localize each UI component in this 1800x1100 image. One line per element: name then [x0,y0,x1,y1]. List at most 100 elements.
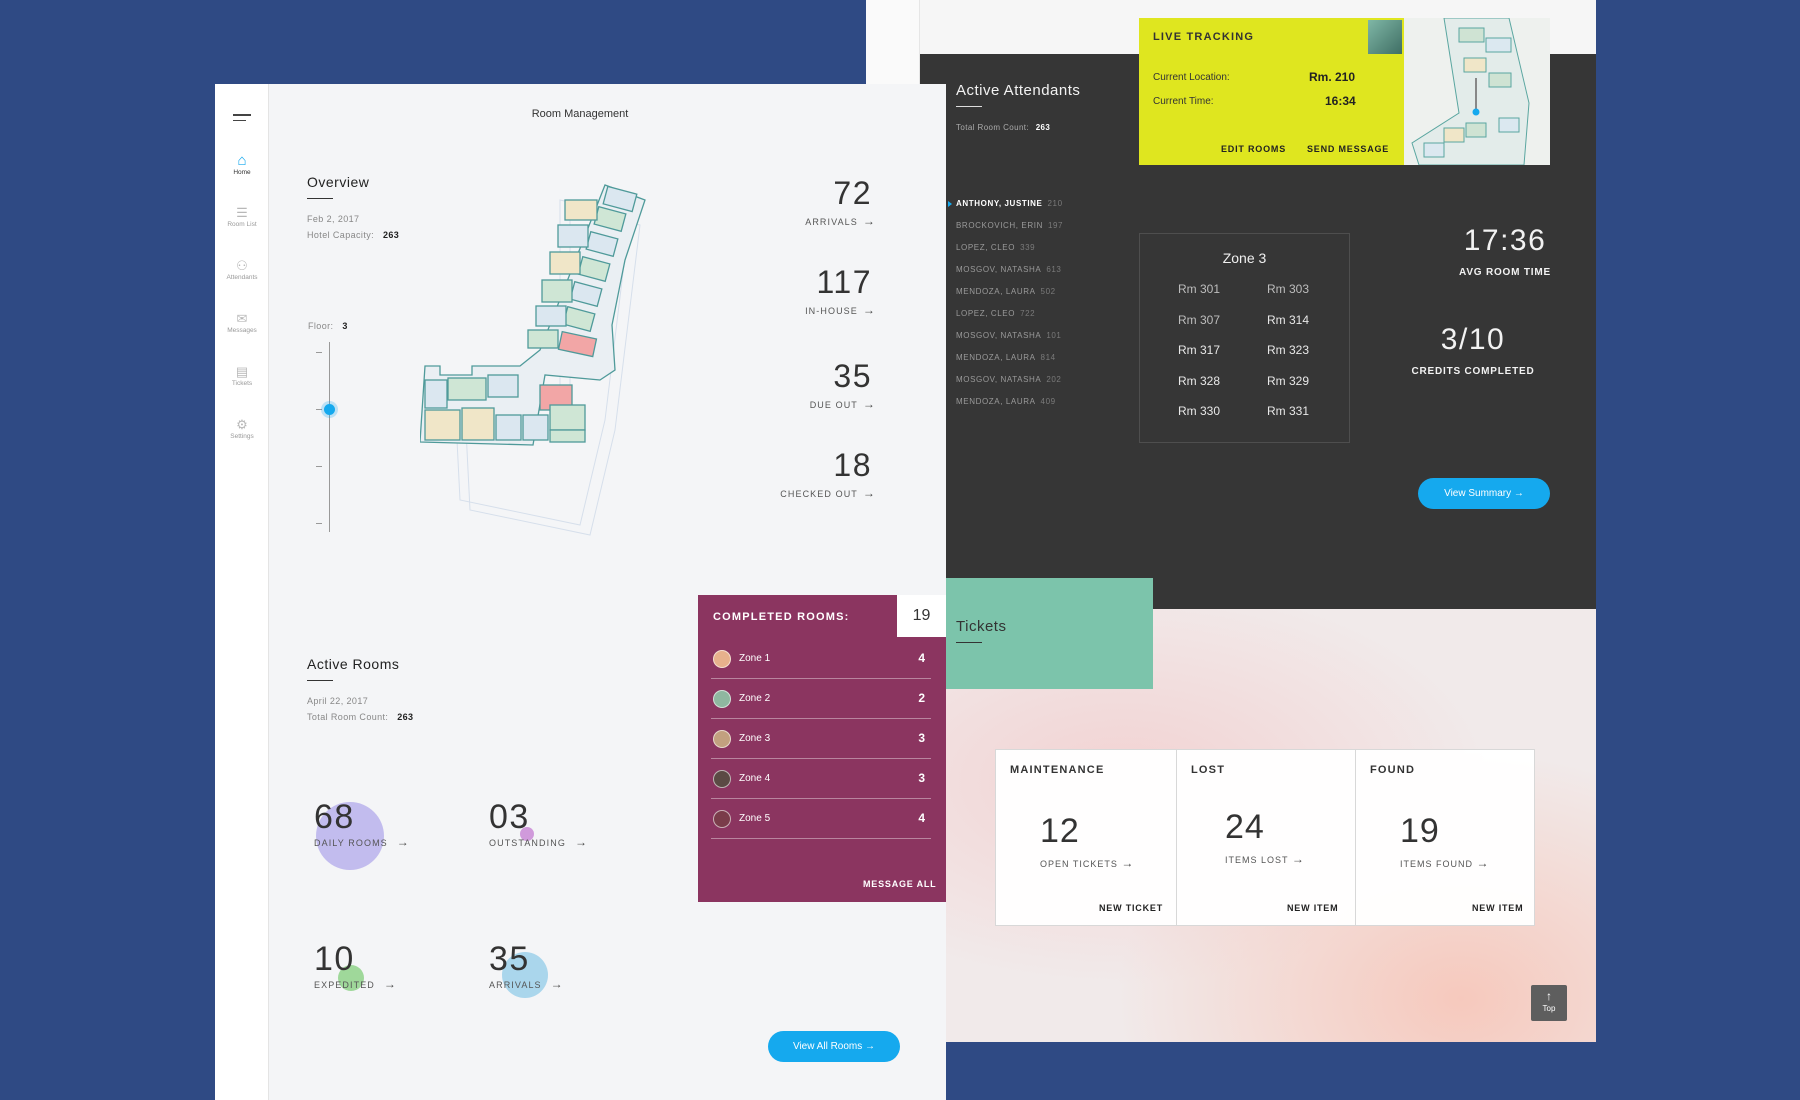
stat-value: 18 [833,447,872,483]
capacity-label: Hotel Capacity: [307,230,375,240]
stat-checked-out[interactable]: 18 CHECKED OUT → [740,447,876,500]
avatar [713,770,731,788]
attendant-row[interactable]: LOPEZ, CLEO 339 [948,243,1035,252]
metric-bubble [502,952,548,998]
metric-label: EXPEDITED → [314,977,397,991]
edit-rooms-button[interactable]: EDIT ROOMS [1221,144,1287,154]
stat-in-house[interactable]: 117 IN-HOUSE → [740,264,876,317]
completed-zone-row[interactable]: Zone 1 4 [711,639,931,679]
ticket-card-heading: LOST [1191,764,1226,776]
active-total-value: 263 [397,712,414,722]
hotel-capacity: Hotel Capacity: 263 [307,230,399,240]
zone-count: 4 [918,811,925,825]
metric-expedited[interactable]: 10 EXPEDITED → [314,940,397,991]
zone-name: Zone 2 [739,693,771,704]
sidebar-item-messages[interactable]: ✉ Messages [215,311,269,334]
completed-zone-row[interactable]: Zone 2 2 [711,679,931,719]
ticket-card-lost[interactable]: LOST 24 ITEMS LOST → NEW ITEM [1176,749,1356,926]
new-ticket-button[interactable]: NEW TICKET [1099,903,1163,913]
zone-room: Rm 301 [1178,282,1221,296]
avatar [713,690,731,708]
title-rule [956,106,982,107]
arrow-right-icon: → [862,486,876,500]
attendant-room: 210 [1047,199,1063,208]
page-title: Room Management [531,108,629,120]
message-all-button[interactable]: MESSAGE ALL [863,879,937,889]
metric-arrivals[interactable]: 35 ARRIVALS → [489,940,564,991]
attendant-row[interactable]: LOPEZ, CLEO 722 [948,309,1035,318]
sidebar-item-settings[interactable]: ⚙ Settings [215,417,269,440]
floor-plan-map[interactable] [420,180,720,540]
completed-zone-row[interactable]: Zone 5 4 [711,799,931,839]
gear-icon: ⚙ [236,417,248,432]
attendant-row[interactable]: MOSGOV, NATASHA 613 [948,265,1061,274]
metric-label-text: OUTSTANDING [489,838,566,848]
metric-label: DAILY ROOMS → [314,835,410,849]
slider-tick [316,523,322,524]
sidebar-item-label: Settings [230,433,254,440]
ticket-card-maintenance[interactable]: MAINTENANCE 12 OPEN TICKETS → NEW TICKET [995,749,1177,926]
arrow-right-icon: → [862,397,876,411]
metric-bubble [316,802,384,870]
zone-room: Rm 303 [1267,282,1310,296]
metric-daily-rooms[interactable]: 68 DAILY ROOMS → [314,798,410,849]
metric-value: 35 [489,940,530,978]
live-tracking-title: LIVE TRACKING [1153,31,1255,43]
send-message-button[interactable]: SEND MESSAGE [1307,144,1390,154]
stat-due-out[interactable]: 35 DUE OUT → [740,358,876,411]
metric-label: OUTSTANDING → [489,835,588,849]
ticket-card-found[interactable]: FOUND 19 ITEMS FOUND → NEW ITEM [1355,749,1535,926]
view-summary-button[interactable]: View Summary → [1418,478,1550,509]
new-item-button[interactable]: NEW ITEM [1472,903,1524,913]
stat-value: 117 [816,264,872,300]
back-to-top-button[interactable]: ↑ Top [1531,985,1567,1021]
total-label: Total Room Count: [956,123,1030,132]
metric-value: 68 [314,798,355,836]
sidebar-item-attendants[interactable]: ⚇ Attendants [215,258,269,281]
sidebar-item-label: Attendants [226,274,258,281]
live-tracking-map[interactable] [1404,18,1550,165]
ticket-card-caption[interactable]: ITEMS LOST → [1225,852,1305,866]
attendant-row[interactable]: MENDOZA, LAURA 409 [948,397,1056,406]
attendant-room: 814 [1040,353,1056,362]
attendant-row[interactable]: MOSGOV, NATASHA 101 [948,331,1061,340]
attendant-row[interactable]: MENDOZA, LAURA 814 [948,353,1056,362]
ticket-card-number: 24 [1225,808,1265,846]
metric-value: 10 [314,940,355,978]
sidebar-item-room-list[interactable]: ☰ Room List [215,205,269,228]
floor-slider-handle[interactable] [324,404,335,415]
active-rooms-title: Active Rooms [307,656,400,672]
menu-icon[interactable] [233,114,251,121]
attendant-row[interactable]: MOSGOV, NATASHA 202 [948,375,1061,384]
credits-value: 3/10 [1440,323,1506,356]
completed-zone-row[interactable]: Zone 4 3 [711,759,931,799]
sidebar-item-tickets[interactable]: ▤ Tickets [215,364,269,387]
completed-zone-list: Zone 1 4 Zone 2 2 Zone 3 3 Zone 4 3 Zone 5 4 [711,639,931,839]
users-icon: ⚇ [236,258,248,273]
sidebar-item-label: Tickets [231,380,253,387]
sidebar-item-home[interactable]: ⌂ Home [215,152,269,176]
metric-outstanding[interactable]: 03 OUTSTANDING → [489,798,588,849]
attendant-row[interactable]: BROCKOVICH, ERIN 197 [948,221,1063,230]
zone-room: Rm 329 [1267,373,1310,388]
active-rooms-rule [307,680,333,681]
capacity-value: 263 [382,230,400,240]
completed-rooms-count: 19 [897,595,946,637]
attendant-room: 502 [1040,287,1056,296]
attendant-row[interactable]: MENDOZA, LAURA 502 [948,287,1056,296]
stat-arrivals[interactable]: 72 ARRIVALS → [740,175,876,228]
attendant-row[interactable]: ANTHONY, JUSTINE 210 [948,199,1063,208]
completed-zone-row[interactable]: Zone 3 3 [711,719,931,759]
ticket-card-caption[interactable]: OPEN TICKETS → [1040,856,1134,870]
completed-rooms-card: COMPLETED ROOMS: Zone 1 4 Zone 2 2 Zone 3 3 Zo… [698,595,946,902]
ticket-caption-text: ITEMS FOUND [1400,859,1473,869]
arrow-right-icon: → [1291,852,1305,866]
new-item-button[interactable]: NEW ITEM [1287,903,1339,913]
ticket-card-caption[interactable]: ITEMS FOUND → [1400,856,1490,870]
sidebar: ⌂ Home ☰ Room List ⚇ Attendants ✉ Messages ▤ Tick… [215,84,269,1100]
floor-value: 3 [342,321,348,331]
zone-count: 3 [918,731,925,745]
view-all-rooms-button[interactable]: View All Rooms → [768,1031,900,1062]
attendant-name: BROCKOVICH, ERIN [956,221,1043,230]
floor-slider-track[interactable] [329,342,330,532]
